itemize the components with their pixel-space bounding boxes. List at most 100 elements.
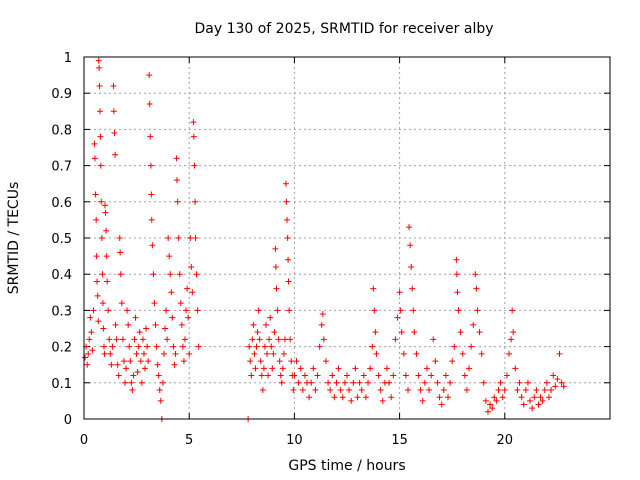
data-point bbox=[466, 365, 473, 372]
data-point bbox=[539, 397, 546, 404]
data-point bbox=[102, 209, 109, 216]
data-point bbox=[377, 387, 384, 394]
data-point bbox=[550, 372, 557, 379]
data-point bbox=[264, 350, 271, 357]
data-point bbox=[147, 162, 154, 169]
data-point bbox=[409, 285, 416, 292]
data-point bbox=[90, 307, 97, 314]
data-point bbox=[277, 372, 284, 379]
data-point bbox=[463, 387, 470, 394]
data-point bbox=[527, 397, 534, 404]
data-point bbox=[130, 372, 137, 379]
data-point bbox=[524, 379, 531, 386]
data-point bbox=[123, 365, 130, 372]
data-point bbox=[149, 242, 156, 249]
data-point bbox=[497, 379, 504, 386]
data-point bbox=[109, 343, 116, 350]
data-point bbox=[119, 336, 126, 343]
data-point bbox=[506, 350, 513, 357]
data-point bbox=[165, 235, 172, 241]
data-point bbox=[96, 108, 103, 115]
data-point bbox=[419, 397, 426, 404]
y-tick-label: 0 bbox=[64, 413, 72, 428]
data-point bbox=[350, 379, 357, 386]
x-tick-label: 20 bbox=[497, 433, 514, 448]
data-point bbox=[454, 289, 461, 296]
data-point bbox=[179, 343, 186, 350]
data-point bbox=[390, 372, 397, 379]
data-point bbox=[98, 198, 105, 205]
data-point bbox=[468, 343, 475, 350]
data-point bbox=[185, 314, 192, 321]
data-point bbox=[325, 379, 332, 386]
data-point bbox=[194, 307, 201, 314]
data-point bbox=[254, 329, 261, 336]
data-point bbox=[314, 372, 321, 379]
data-point bbox=[190, 133, 197, 140]
data-point bbox=[543, 379, 550, 386]
data-point bbox=[88, 329, 95, 336]
data-point bbox=[93, 216, 100, 223]
data-point bbox=[442, 372, 449, 379]
data-point bbox=[426, 387, 433, 394]
data-point bbox=[265, 372, 272, 379]
data-point bbox=[288, 358, 295, 365]
data-point bbox=[184, 285, 191, 292]
data-point bbox=[122, 379, 129, 386]
data-point bbox=[478, 350, 485, 357]
data-point bbox=[275, 336, 282, 343]
data-point bbox=[163, 307, 170, 314]
data-point bbox=[98, 235, 105, 241]
data-point bbox=[295, 379, 302, 386]
data-point bbox=[143, 325, 150, 332]
data-point bbox=[503, 372, 510, 379]
data-point bbox=[284, 235, 291, 241]
data-point bbox=[110, 82, 117, 89]
data-point bbox=[89, 347, 96, 354]
data-point bbox=[145, 358, 152, 365]
data-point bbox=[172, 350, 179, 357]
data-point bbox=[392, 336, 399, 343]
data-point bbox=[346, 387, 353, 394]
data-point bbox=[107, 350, 114, 357]
data-point bbox=[291, 372, 298, 379]
data-point bbox=[484, 408, 491, 415]
data-point bbox=[171, 361, 178, 368]
data-point bbox=[138, 379, 145, 386]
data-point bbox=[246, 343, 253, 350]
data-point bbox=[554, 376, 561, 383]
data-point bbox=[181, 336, 188, 343]
data-point bbox=[180, 358, 187, 365]
data-point bbox=[290, 387, 297, 394]
data-point bbox=[331, 394, 338, 401]
data-point bbox=[394, 314, 401, 321]
data-point bbox=[260, 365, 267, 372]
data-point bbox=[131, 336, 138, 343]
data-point bbox=[154, 361, 161, 368]
data-point bbox=[358, 387, 365, 394]
data-point bbox=[85, 350, 92, 357]
data-point bbox=[417, 387, 424, 394]
data-point bbox=[101, 350, 108, 357]
data-point bbox=[438, 401, 445, 408]
data-point bbox=[156, 387, 163, 394]
data-point bbox=[117, 249, 124, 256]
y-tick-label: 0.4 bbox=[51, 268, 72, 283]
data-point bbox=[266, 336, 273, 343]
data-point bbox=[112, 321, 119, 328]
data-point bbox=[162, 325, 169, 332]
data-point bbox=[94, 292, 101, 299]
y-tick-label: 0.9 bbox=[51, 87, 72, 102]
data-point bbox=[125, 321, 132, 328]
data-point bbox=[86, 336, 93, 343]
data-point bbox=[423, 365, 430, 372]
data-point bbox=[280, 350, 287, 357]
data-point bbox=[514, 387, 521, 394]
y-tick-label: 0.7 bbox=[51, 160, 72, 175]
data-point bbox=[106, 336, 113, 343]
data-point bbox=[372, 329, 379, 336]
data-point bbox=[97, 162, 104, 169]
data-point bbox=[259, 387, 266, 394]
data-point bbox=[316, 343, 323, 350]
